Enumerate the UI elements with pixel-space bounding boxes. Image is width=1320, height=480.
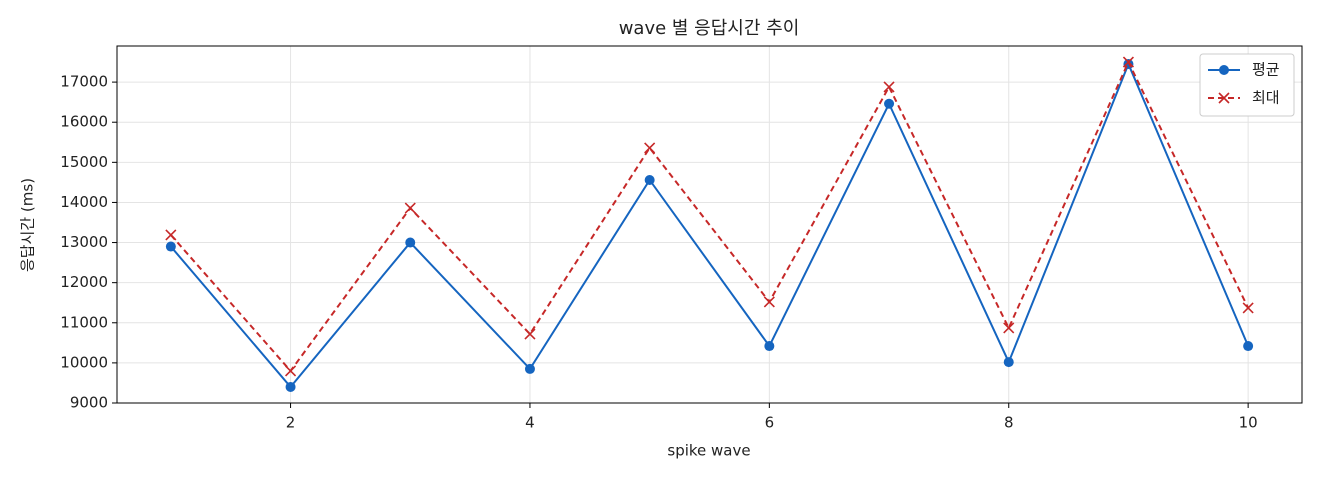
marker <box>404 202 416 214</box>
marker <box>1122 56 1135 68</box>
marker <box>883 81 895 93</box>
legend-marker <box>1218 92 1230 104</box>
legend-box <box>1199 53 1295 117</box>
x-tick-label: 10 <box>1239 414 1258 432</box>
marker <box>644 174 655 185</box>
marker <box>524 328 536 340</box>
series-line <box>170 61 1250 389</box>
marker <box>284 365 297 377</box>
y-tick-label: 13000 <box>60 233 108 251</box>
y-axis-label: 응답시간 (ms) <box>19 178 37 272</box>
plot-frame <box>116 45 1303 404</box>
series-line <box>170 59 1250 373</box>
y-tick-label: 10000 <box>60 353 108 371</box>
legend-label: 평균 <box>1252 61 1280 79</box>
y-tick-label: 15000 <box>60 153 108 171</box>
x-tick-label: 8 <box>1004 414 1014 432</box>
marker <box>405 237 416 248</box>
marker <box>1003 322 1015 334</box>
marker <box>764 341 775 352</box>
marker <box>1243 341 1254 352</box>
y-tick-label: 14000 <box>60 193 108 211</box>
y-tick-label: 17000 <box>60 73 108 91</box>
marker <box>524 363 535 374</box>
marker <box>285 381 296 392</box>
marker <box>165 241 176 252</box>
marker <box>644 142 656 154</box>
marker <box>1242 302 1254 314</box>
x-tick-label: 2 <box>286 414 296 432</box>
y-tick-label: 11000 <box>60 313 108 331</box>
legend-marker <box>1219 65 1229 75</box>
marker <box>1003 357 1014 368</box>
marker <box>884 98 895 109</box>
x-axis-label: spike wave <box>667 442 750 460</box>
y-tick-label: 9000 <box>70 394 108 412</box>
y-tick-label: 12000 <box>60 273 108 291</box>
marker <box>763 296 775 308</box>
chart-title: wave 별 응답시간 추이 <box>619 18 800 39</box>
marker <box>165 229 177 241</box>
x-tick-label: 4 <box>525 414 535 432</box>
legend-label: 최대 <box>1252 89 1280 107</box>
x-tick-label: 6 <box>765 414 775 432</box>
y-tick-label: 16000 <box>60 113 108 131</box>
